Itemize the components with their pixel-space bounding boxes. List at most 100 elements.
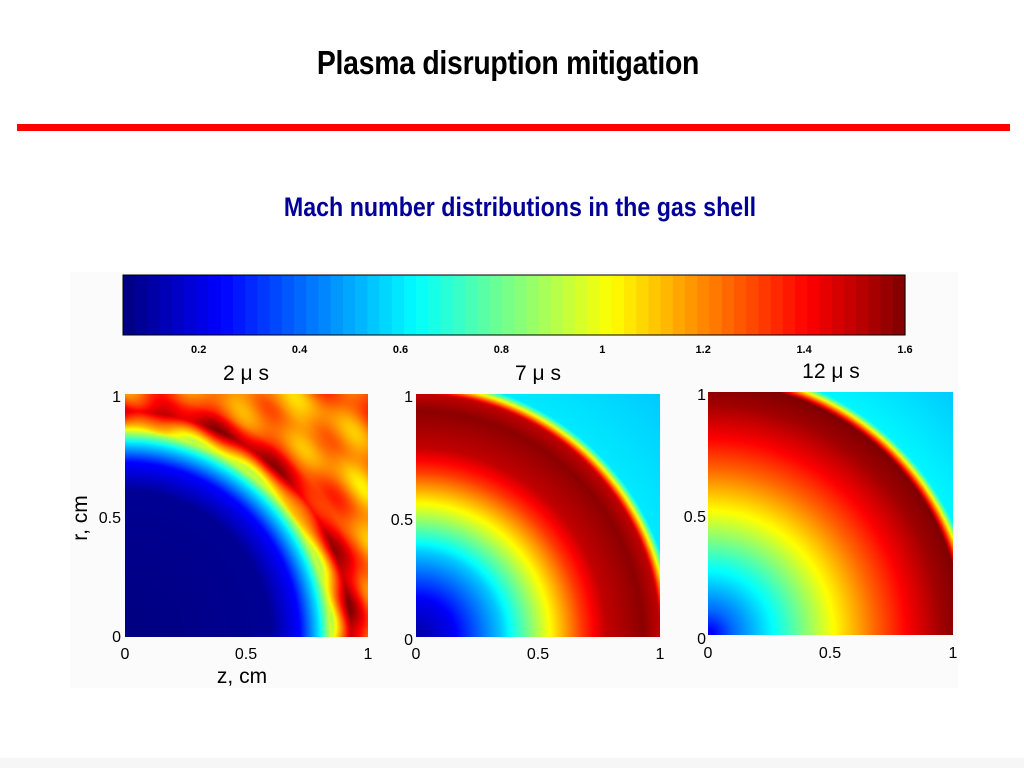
colorbar-cell xyxy=(611,275,625,335)
y-tick-label: 0.5 xyxy=(684,509,706,526)
x-tick-label: 1 xyxy=(656,646,665,663)
colorbar-cell xyxy=(758,275,772,335)
colorbar-cell xyxy=(709,275,723,335)
colorbar-tick-label: 0.4 xyxy=(292,344,308,356)
colorbar-cell xyxy=(575,275,588,335)
colorbar-frame xyxy=(122,274,906,336)
colorbar-cell xyxy=(220,275,234,335)
colorbar-cell xyxy=(269,275,283,335)
colorbar-cell xyxy=(147,275,161,335)
colorbar-cell xyxy=(892,275,906,335)
colorbar-cell xyxy=(562,275,576,335)
y-tick-label: 0 xyxy=(697,631,706,648)
colorbar-cell xyxy=(477,275,491,335)
heatmap-image-1 xyxy=(125,394,368,637)
heatmap-image-2 xyxy=(416,394,660,637)
colorbar-tick-label: 1.6 xyxy=(897,344,912,356)
colorbar-cell xyxy=(868,275,882,335)
y-tick-label: 0 xyxy=(112,629,121,646)
y-tick-label: 0.5 xyxy=(391,512,413,529)
x-tick-label: 1 xyxy=(949,645,958,662)
colorbar-cell xyxy=(135,275,149,335)
y-tick-label: 1 xyxy=(697,387,706,404)
x-tick-label: 1 xyxy=(364,646,373,663)
colorbar-tick-label: 0.2 xyxy=(191,344,206,356)
bottom-band xyxy=(0,758,1024,768)
colorbar-cell xyxy=(880,275,894,335)
x-tick-label: 0.5 xyxy=(235,646,257,663)
colorbar-cell xyxy=(672,275,686,335)
colorbar-cell xyxy=(159,275,173,335)
colorbar-cell xyxy=(257,275,271,335)
colorbar-cell xyxy=(489,275,503,335)
plot-panel-1: 2 μ s 0 0.5 1 0 0.5 1 z, cm r, cm xyxy=(70,362,373,688)
colorbar-cell xyxy=(281,275,295,335)
colorbar-cell xyxy=(294,275,307,335)
colorbar-cell xyxy=(245,275,259,335)
colorbar-tick-label: 0.6 xyxy=(393,344,408,356)
colorbar-cell xyxy=(746,275,759,335)
colorbar-cell xyxy=(538,275,552,335)
colorbar-tick-labels: 0.2 0.4 0.6 0.8 1 1.2 1.4 1.6 xyxy=(191,344,913,356)
plot-title-3: 12 μ s xyxy=(802,360,860,383)
y-tick-label: 0 xyxy=(404,632,413,649)
plot-panel-3: 12 μ s 0 0.5 1 0 0.5 1 xyxy=(684,360,958,662)
colorbar-cell xyxy=(232,275,246,335)
colorbar-cell xyxy=(465,275,478,335)
colorbar-tick-label: 1.2 xyxy=(696,344,711,356)
colorbar-cell xyxy=(367,275,381,335)
title-rule xyxy=(17,124,1010,131)
colorbar-cell xyxy=(660,275,674,335)
colorbar-cell xyxy=(428,275,442,335)
x-tick-label: 0 xyxy=(121,646,130,663)
colorbar-cell xyxy=(782,275,796,335)
colorbar-cell xyxy=(807,275,821,335)
x-tick-label: 0 xyxy=(704,645,713,662)
colorbar-cell xyxy=(306,275,320,335)
x-tick-label: 0 xyxy=(412,646,421,663)
colorbar-cell xyxy=(171,275,185,335)
colorbar-cell xyxy=(355,275,368,335)
colorbar-cell xyxy=(379,275,393,335)
heatmap-image-3 xyxy=(708,392,953,635)
colorbar-cell xyxy=(342,275,356,335)
figure-panel: 0.2 0.4 0.6 0.8 1 1.2 1.4 1.6 2 μ s 0 0.5 1 0 0… xyxy=(70,272,958,688)
colorbar-tick-label: 1 xyxy=(599,344,605,356)
plot-panel-2: 7 μ s 0 0.5 1 0 0.5 1 xyxy=(391,362,665,663)
colorbar-cell xyxy=(623,275,637,335)
x-axis-label: z, cm xyxy=(217,665,267,688)
colorbar-cell xyxy=(636,275,650,335)
colorbar-cell xyxy=(648,275,662,335)
x-tick-label: 0.5 xyxy=(527,646,549,663)
figure-svg: 0.2 0.4 0.6 0.8 1 1.2 1.4 1.6 2 μ s 0 0.5 1 0 0… xyxy=(70,274,958,688)
colorbar-cell xyxy=(184,275,197,335)
plot-title-2: 7 μ s xyxy=(515,362,561,385)
plot-title-1: 2 μ s xyxy=(223,362,269,385)
colorbar-cell xyxy=(770,275,784,335)
colorbar-cell xyxy=(391,275,405,335)
colorbar: 0.2 0.4 0.6 0.8 1 1.2 1.4 1.6 xyxy=(122,274,913,356)
colorbar-cell xyxy=(587,275,601,335)
colorbar-cell xyxy=(795,275,808,335)
colorbar-tick-label: 1.4 xyxy=(796,344,812,356)
slide-subtitle: Mach number distributions in the gas she… xyxy=(283,192,757,222)
y-tick-label: 0.5 xyxy=(99,510,121,527)
colorbar-cell xyxy=(330,275,344,335)
x-tick-label: 0.5 xyxy=(819,645,841,662)
colorbar-cell xyxy=(856,275,869,335)
colorbar-cell xyxy=(721,275,735,335)
colorbar-cell xyxy=(526,275,540,335)
colorbar-cell xyxy=(501,275,515,335)
slide-title: Plasma disruption mitigation xyxy=(316,44,700,81)
y-tick-label: 1 xyxy=(112,389,121,406)
colorbar-cell xyxy=(440,275,454,335)
colorbar-cell xyxy=(318,275,332,335)
colorbar-cell xyxy=(819,275,833,335)
colorbar-cell xyxy=(831,275,845,335)
colorbar-tick-label: 0.8 xyxy=(494,344,509,356)
colorbar-cell xyxy=(733,275,747,335)
colorbar-cell xyxy=(404,275,417,335)
colorbar-cell xyxy=(416,275,430,335)
colorbar-cell xyxy=(452,275,466,335)
colorbar-cell xyxy=(843,275,857,335)
